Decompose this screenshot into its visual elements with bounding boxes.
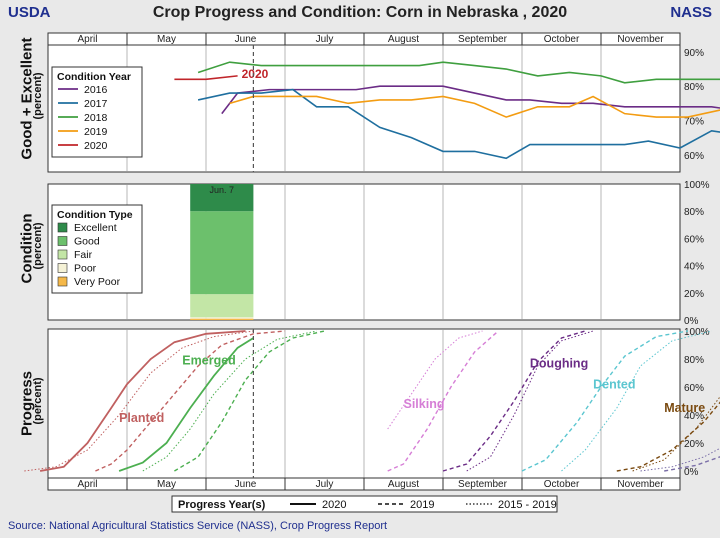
ge-ytick-70: 70% xyxy=(684,117,704,128)
progress-year-legend xyxy=(171,495,558,513)
progress-doughing-yavg xyxy=(466,330,594,472)
cond-ytick-60: 60% xyxy=(684,234,704,245)
progress-silking-yavg xyxy=(387,330,483,430)
prog-ytick-100: 100% xyxy=(684,327,710,338)
legend-progress-label-2: 2015 - 2019 xyxy=(498,499,557,511)
usda-label: USDA xyxy=(8,4,51,21)
legend-label-2017: 2017 xyxy=(84,98,108,110)
legend-label-excellent: Excellent xyxy=(74,222,117,234)
ge-series-2019 xyxy=(229,95,720,118)
condition-bar-poor xyxy=(190,317,254,319)
progress-label-planted: Planted xyxy=(119,411,164,425)
cond-ytick-0: 0% xyxy=(684,316,699,327)
ge-series-2018 xyxy=(197,61,720,84)
condition-type-legend-title: Condition Type xyxy=(57,209,133,221)
ge-ytick-80: 80% xyxy=(684,82,704,93)
month-strip-top-june: June xyxy=(235,34,257,45)
legend-swatch-fair xyxy=(57,249,68,260)
legend-label-poor: Poor xyxy=(74,263,97,275)
prog-ytick-20: 20% xyxy=(684,439,704,450)
progress-emerged-yavg xyxy=(142,330,317,472)
progress-label-dented: Dented xyxy=(593,377,635,391)
legend-progress-label-1: 2019 xyxy=(410,499,434,511)
month-strip-top-may: May xyxy=(157,34,176,45)
legend-swatch-good xyxy=(57,236,68,246)
month-strip-top-october: October xyxy=(544,34,580,45)
month-strip-top-september: September xyxy=(458,34,508,45)
ge-ytick-60: 60% xyxy=(684,151,704,162)
legend-label-2020: 2020 xyxy=(84,140,108,152)
prog-ytick-40: 40% xyxy=(684,411,704,422)
chart-title: Crop Progress and Condition: Corn in Neb… xyxy=(152,4,568,21)
condition-year-legend-title: Condition Year xyxy=(57,71,131,83)
month-strip-bottom-august: August xyxy=(388,479,419,490)
progress-harvested-y2019 xyxy=(664,456,720,472)
legend-swatch-very-poor xyxy=(57,276,68,287)
legend-progress-label-0: 2020 xyxy=(322,499,346,511)
progress-label-doughing: Doughing xyxy=(530,356,588,370)
legend-label-2018: 2018 xyxy=(84,112,108,124)
progress-emerged-y2020 xyxy=(118,337,254,472)
month-strip-top-august: August xyxy=(388,34,419,45)
progress-dented-yavg xyxy=(561,330,712,472)
ge-series-2017 xyxy=(197,88,720,160)
nass-label: NASS xyxy=(670,4,712,21)
progress-emerged-y2019 xyxy=(174,330,325,472)
legend-swatch-excellent xyxy=(57,222,68,233)
cond-ytick-80: 80% xyxy=(684,207,704,218)
progress-silking-y2019 xyxy=(387,330,499,472)
source-note: Source: National Agricultural Statistics… xyxy=(8,520,388,532)
progress-planted-yavg xyxy=(24,330,254,472)
condition-bar-fair xyxy=(190,294,254,318)
month-strip-top-april: April xyxy=(77,34,97,45)
ge-series-2020 xyxy=(174,75,238,81)
progress-label-mature: Mature xyxy=(664,401,705,415)
progress-planted-y2019 xyxy=(95,330,286,472)
legend-label-good: Good xyxy=(74,236,100,248)
prog-ytick-0: 0% xyxy=(684,467,699,478)
month-strip-bottom-november: November xyxy=(617,479,664,490)
month-strip-bottom-october: October xyxy=(544,479,580,490)
prog-ytick-80: 80% xyxy=(684,355,704,366)
prog-ytick-60: 60% xyxy=(684,383,704,394)
ge-series-2016 xyxy=(221,85,720,115)
progress-doughing-y2019 xyxy=(442,330,586,472)
condition-bar-excellent xyxy=(190,184,254,212)
legend-swatch-poor xyxy=(57,263,68,273)
month-strip-bottom-july: July xyxy=(316,479,334,490)
month-strip-top-november: November xyxy=(617,34,664,45)
legend-label-2016: 2016 xyxy=(84,84,108,96)
ge-ytick-90: 90% xyxy=(684,48,704,59)
progress-year-legend-title: Progress Year(s) xyxy=(178,499,266,511)
legend-label-very-poor: Very Poor xyxy=(74,276,121,288)
month-strip-top-july: July xyxy=(316,34,334,45)
month-strip-bottom-april: April xyxy=(77,479,97,490)
condition-bar-good xyxy=(190,211,254,295)
progress-label-silking: Silking xyxy=(404,397,445,411)
condition-date-label: Jun. 7 xyxy=(210,185,235,195)
legend-label-fair: Fair xyxy=(74,249,93,261)
month-strip-bottom-may: May xyxy=(157,479,176,490)
condition-bar-very-poor xyxy=(190,318,254,320)
cond-ytick-40: 40% xyxy=(684,262,704,273)
month-strip-bottom-june: June xyxy=(235,479,257,490)
month-strip-bottom-september: September xyxy=(458,479,508,490)
cond-ytick-100: 100% xyxy=(684,180,710,191)
ge-end-label-2020: 2020 xyxy=(242,67,269,81)
legend-label-2019: 2019 xyxy=(84,126,108,138)
cond-ytick-20: 20% xyxy=(684,289,704,300)
progress-label-emerged: Emerged xyxy=(182,354,236,368)
progress-harvested-yavg xyxy=(640,447,720,472)
condition-year-legend xyxy=(51,66,143,158)
progress-planted-y2020 xyxy=(39,330,246,472)
